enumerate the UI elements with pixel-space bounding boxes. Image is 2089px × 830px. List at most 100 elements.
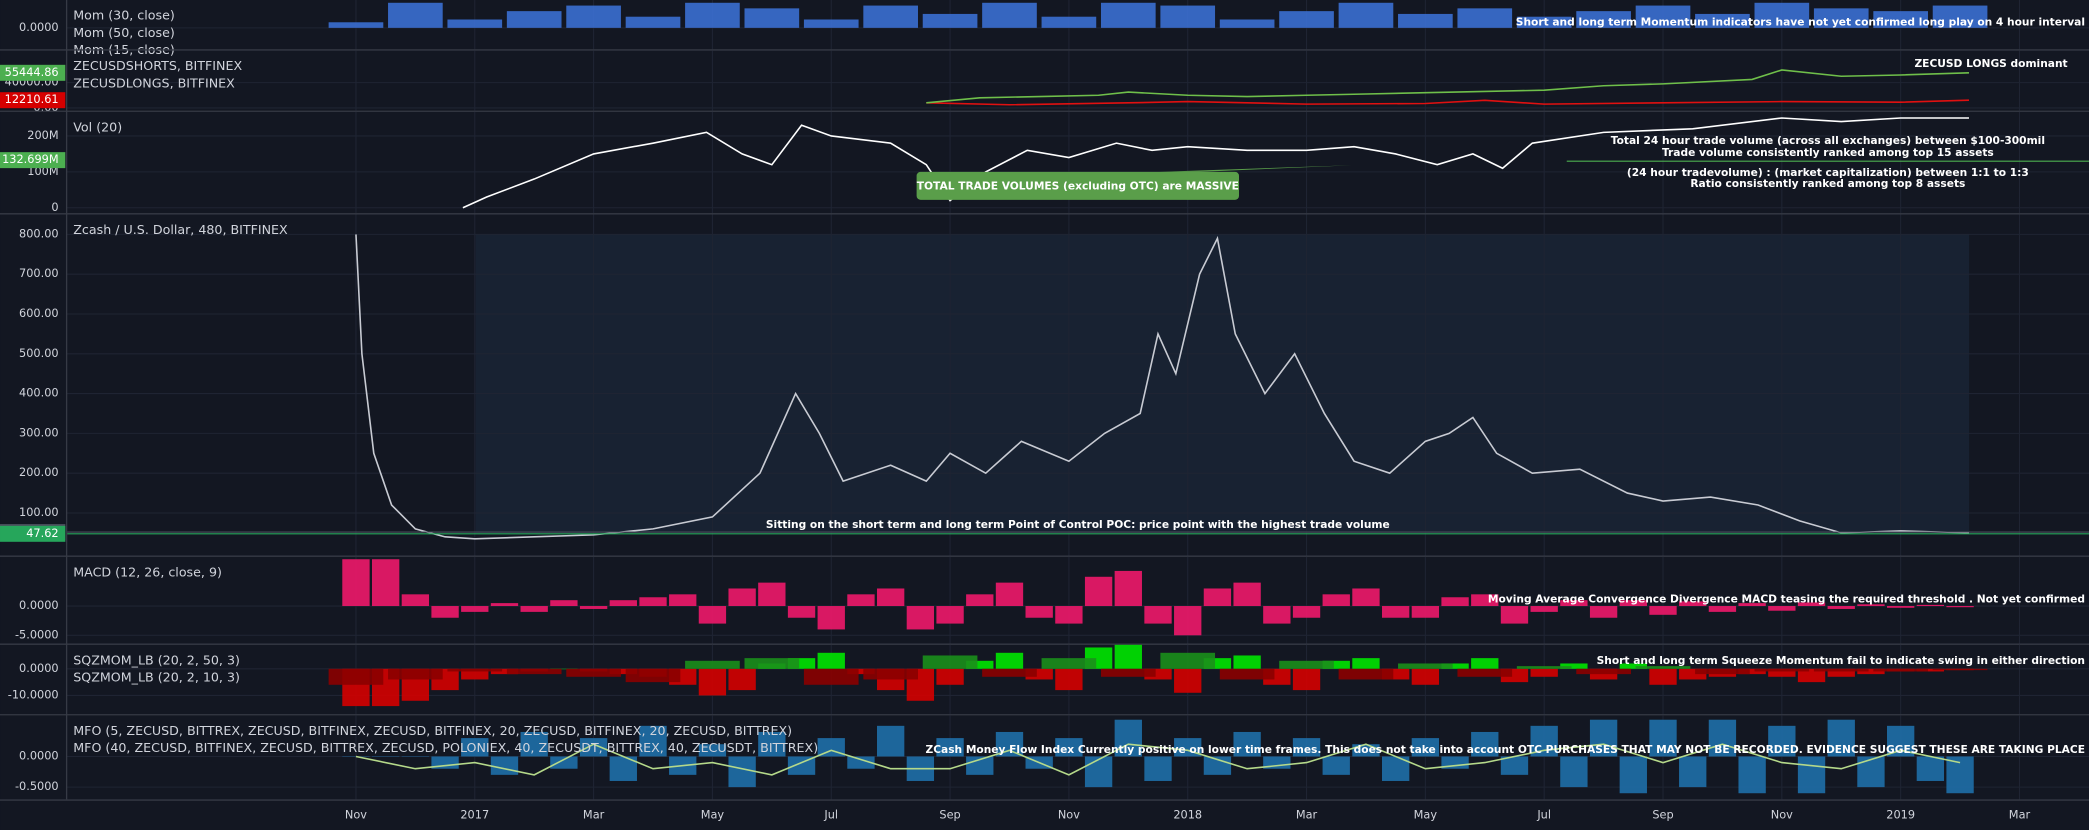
bar [1203, 658, 1232, 669]
bar [1768, 668, 1796, 677]
profile-region [475, 234, 1970, 533]
bar [1279, 660, 1334, 669]
y-tick-label: 200M [27, 128, 58, 142]
bar [1813, 668, 1869, 672]
bar [1160, 5, 1216, 28]
bar [863, 668, 918, 680]
bar [1471, 658, 1499, 669]
bar [579, 606, 608, 609]
line [355, 743, 1961, 776]
bar [1174, 606, 1202, 636]
line [462, 117, 1969, 209]
bar [847, 756, 875, 769]
bar [817, 652, 845, 669]
pane-title: Zcash / U.S. Dollar, 480, BITFINEX [73, 222, 288, 237]
bar [1560, 756, 1588, 788]
bar [1041, 16, 1097, 28]
annotation: Ratio consistently ranked among top 8 as… [1690, 177, 1965, 190]
bar [847, 668, 875, 675]
bar [1560, 663, 1588, 669]
pane-title: MACD (12, 26, close, 9) [73, 564, 222, 579]
bar [1768, 725, 1796, 757]
bar [876, 725, 905, 757]
bar [1084, 756, 1113, 788]
price-label: 55444.86 [5, 65, 59, 79]
bar [1471, 731, 1499, 757]
bar [1560, 600, 1588, 607]
bar [1041, 658, 1097, 669]
bar [1916, 668, 1945, 672]
bar [936, 606, 964, 624]
pane-title: MFO (40, ZECUSD, BITFINEX, ZECUSD, BITTR… [73, 740, 818, 755]
bar [566, 5, 621, 28]
bar [579, 738, 608, 757]
bar [1441, 663, 1469, 669]
bar [1352, 658, 1380, 669]
bar [461, 668, 489, 680]
y-tick-label: 800.00 [19, 226, 59, 240]
bar [609, 668, 637, 675]
bar [639, 597, 667, 607]
bar [1708, 719, 1737, 757]
bar [1055, 738, 1083, 757]
bar [803, 19, 859, 28]
bar [1144, 606, 1172, 624]
bar [1114, 719, 1142, 757]
bar [758, 582, 786, 607]
annotation: ZCash Money Flow Index Currently positiv… [926, 743, 2085, 756]
bar [1441, 597, 1469, 607]
bar [609, 600, 637, 607]
bar [1203, 588, 1232, 607]
x-tick-label: May [701, 807, 725, 821]
bar [1886, 725, 1915, 757]
bar [1619, 756, 1647, 794]
bar [1813, 8, 1869, 28]
bar [1679, 756, 1707, 788]
bar [1381, 606, 1410, 618]
bar [1635, 666, 1691, 669]
bar [728, 756, 756, 788]
bar [1530, 606, 1558, 612]
bar [1381, 668, 1410, 680]
bar [698, 606, 727, 624]
bar [1649, 668, 1677, 685]
bar [995, 652, 1024, 669]
bar [1589, 606, 1618, 618]
bar [1055, 606, 1083, 624]
bar [1411, 606, 1440, 618]
price-label: 47.62 [26, 526, 58, 540]
bar [1100, 2, 1156, 28]
bar [922, 655, 978, 669]
bar [1738, 668, 1766, 675]
x-tick-label: Nov [1771, 807, 1793, 821]
x-tick-label: Nov [345, 807, 367, 821]
bar [995, 582, 1024, 607]
bar [1144, 756, 1172, 781]
bar [685, 2, 740, 28]
bar [966, 594, 994, 607]
bar [490, 756, 519, 775]
bar [1471, 594, 1499, 607]
x-tick-label: Mar [583, 807, 605, 821]
y-tick-label: 400.00 [19, 386, 59, 400]
bar [1398, 13, 1453, 28]
price-label-box [0, 92, 66, 109]
x-tick-label: 2019 [1886, 807, 1915, 821]
price-label-box [0, 152, 66, 169]
pane-title: ZECUSDLONGS, BITFINEX [73, 75, 235, 90]
bar [1635, 5, 1691, 28]
pane-title: SQZMOM_LB (20, 2, 50, 3) [73, 652, 240, 667]
bar [1530, 725, 1558, 757]
bar [863, 5, 918, 28]
annotation: Total 24 hour trade volume (across all e… [1611, 134, 2045, 147]
bar [1292, 738, 1321, 757]
pane-title: MFO (5, ZECUSD, BITTREX, ZECUSD, BITFINE… [73, 723, 792, 738]
y-tick-label: 500.00 [19, 346, 59, 360]
bar [1857, 604, 1885, 607]
bar [817, 606, 845, 630]
x-tick-label: May [1414, 807, 1438, 821]
bar [1873, 11, 1928, 28]
bar [1338, 2, 1394, 28]
bar [787, 658, 816, 669]
